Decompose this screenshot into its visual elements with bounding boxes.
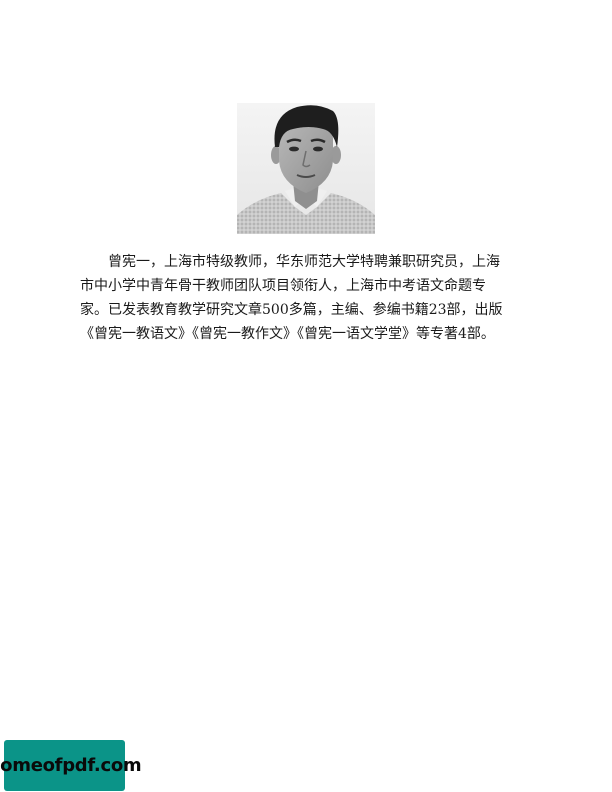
- author-photo-image: [237, 103, 375, 234]
- bio-line: 曾宪一，上海市特级教师，华东师范大学特聘兼职研究员，上海: [108, 254, 500, 270]
- bio-line: 《曾宪一教语文》《曾宪一教作文》《曾宪一语文学堂》等专著4部。: [80, 326, 495, 342]
- author-photo: [237, 103, 375, 234]
- author-bio: 曾宪一，上海市特级教师，华东师范大学特聘兼职研究员，上海 市中小学中青年骨干教师…: [80, 250, 536, 346]
- bio-line: 家。已发表教育教学研究文章500多篇，主编、参编书籍23部，出版: [80, 302, 503, 318]
- watermark-badge[interactable]: homeofpdf.com: [0, 740, 142, 791]
- bio-line: 市中小学中青年骨干教师团队项目领衔人，上海市中考语文命题专: [80, 278, 486, 294]
- watermark-text: homeofpdf.com: [0, 755, 142, 776]
